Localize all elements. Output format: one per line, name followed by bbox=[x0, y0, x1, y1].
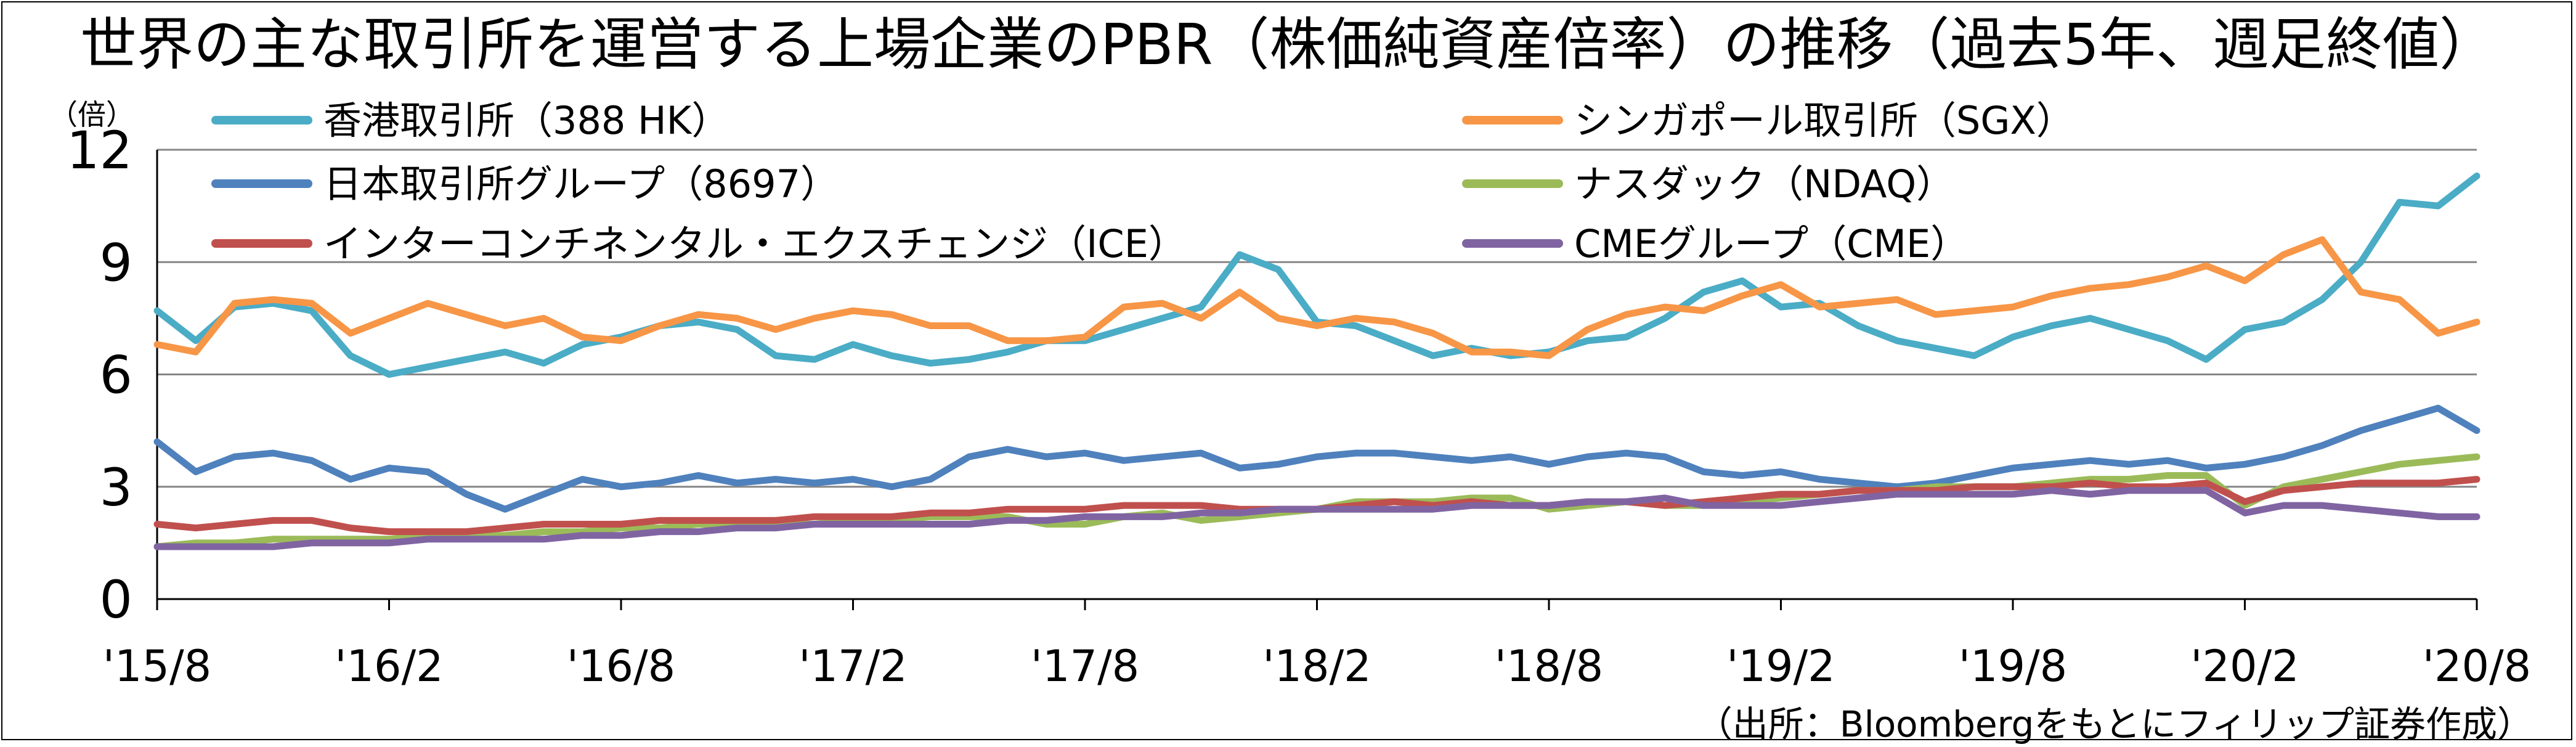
x-tick-label: '17/8 bbox=[1031, 641, 1139, 692]
y-tick-label: 9 bbox=[100, 232, 132, 293]
legend-label-2: 日本取引所グループ（8697） bbox=[323, 161, 839, 206]
series-line-1 bbox=[153, 236, 2481, 359]
x-tick-label: '18/2 bbox=[1262, 641, 1371, 692]
series-line-2 bbox=[153, 404, 2481, 513]
y-tick-label: 0 bbox=[100, 569, 132, 630]
y-tick-label: 3 bbox=[100, 457, 132, 518]
x-tick-label: '17/2 bbox=[798, 641, 907, 692]
axes: 0 3 6 9 12 '15/8 '16/2 '16/8 '17/2 '17/8 '18/2 '18/… bbox=[67, 120, 2531, 692]
x-tick-label: '18/8 bbox=[1495, 641, 1603, 692]
x-tick-label: '16/2 bbox=[335, 641, 443, 692]
y-tick-label: 12 bbox=[67, 120, 132, 181]
chart-title: 世界の主な取引所を運営する上場企業のPBR（株価純資産倍率）の推移（過去5年、週… bbox=[79, 12, 2497, 78]
x-tick-label: '15/8 bbox=[103, 641, 211, 692]
legend: 香港取引所（388 HK） シンガポール取引所（SGX） 日本取引所グループ（869… bbox=[211, 98, 2074, 266]
y-axis-unit: （倍） bbox=[49, 98, 134, 131]
x-tick-label: '16/8 bbox=[567, 641, 675, 692]
legend-label-5: CMEグループ（CME） bbox=[1574, 221, 1969, 266]
series-line-0 bbox=[153, 173, 2481, 378]
legend-label-3: ナスダック（NDAQ） bbox=[1574, 161, 1954, 206]
series-line-5 bbox=[153, 487, 2481, 550]
series-lines bbox=[153, 173, 2481, 550]
x-tick-label: '20/8 bbox=[2423, 641, 2531, 692]
legend-label-0: 香港取引所（388 HK） bbox=[323, 98, 729, 143]
legend-label-4: インターコンチネンタル・エクスチェンジ（ICE） bbox=[323, 221, 1187, 266]
y-tick-label: 6 bbox=[100, 345, 132, 406]
grid-lines bbox=[157, 149, 2477, 488]
series-line-3 bbox=[153, 453, 2481, 550]
x-tick-label: '20/2 bbox=[2190, 641, 2299, 692]
legend-label-1: シンガポール取引所（SGX） bbox=[1574, 98, 2074, 143]
source-note: （出所：Bloombergをもとにフィリップ証券作成） bbox=[1696, 703, 2533, 745]
x-tick-label: '19/8 bbox=[1959, 641, 2067, 692]
x-tick-label: '19/2 bbox=[1726, 641, 1835, 692]
